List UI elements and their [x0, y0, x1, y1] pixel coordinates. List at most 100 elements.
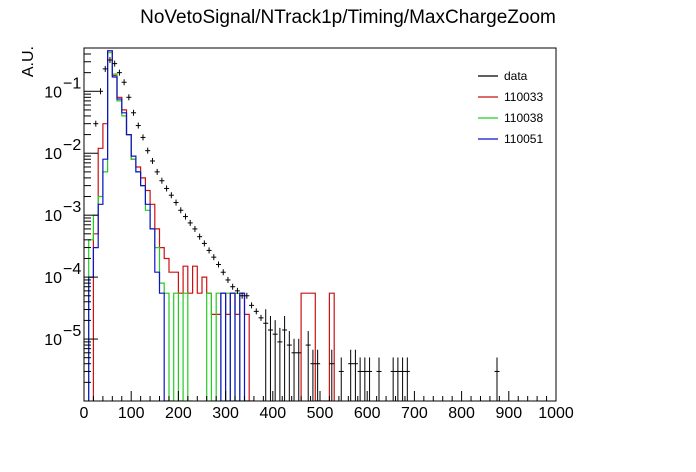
series-data	[93, 57, 500, 401]
series-110051	[88, 50, 250, 401]
data-point	[376, 357, 382, 401]
data-point	[310, 349, 316, 401]
data-point	[296, 338, 302, 401]
data-point	[149, 157, 155, 164]
data-point	[131, 109, 137, 116]
data-point	[390, 357, 396, 401]
data-point	[173, 199, 179, 206]
data-point	[494, 357, 500, 401]
plot-area	[88, 50, 500, 401]
legend-label: data	[504, 69, 528, 83]
legend-label: 110038	[504, 111, 543, 125]
data-point	[187, 219, 193, 226]
legend-item-110051: 110051	[478, 132, 543, 146]
data-point	[116, 69, 122, 76]
data-point	[277, 327, 283, 401]
data-point	[197, 233, 203, 240]
data-point	[135, 122, 141, 129]
data-point	[348, 349, 354, 401]
data-point	[395, 357, 401, 401]
data-point	[249, 302, 255, 309]
data-point	[126, 94, 132, 101]
y-tick-exponent: −4	[63, 261, 81, 278]
series-line-110051	[88, 50, 250, 401]
data-point	[329, 349, 335, 401]
data-point	[159, 177, 165, 184]
data-point	[282, 316, 288, 401]
data-point	[112, 60, 118, 67]
legend-item-data: data	[478, 69, 528, 83]
data-point	[102, 65, 108, 72]
legend-item-110033: 110033	[478, 90, 543, 104]
axes: 0 100 200 300 400 500 600 700 800 900 100010−110−2…	[44, 47, 574, 422]
data-point	[291, 338, 297, 401]
data-point	[216, 261, 222, 268]
data-point	[154, 168, 160, 175]
x-tick-label: 200	[165, 405, 192, 422]
data-point	[164, 185, 170, 192]
data-point	[234, 287, 240, 294]
plot-clip-group	[88, 50, 500, 401]
legend-item-110038: 110038	[478, 111, 543, 125]
data-point	[272, 320, 278, 401]
x-tick-label: 0	[80, 405, 89, 422]
data-point	[253, 308, 259, 315]
x-tick-label: 800	[448, 405, 475, 422]
data-point	[404, 357, 410, 401]
data-point	[352, 349, 358, 401]
data-point	[93, 120, 99, 127]
y-tick-exponent: −1	[63, 75, 81, 92]
data-point	[400, 357, 406, 401]
data-point	[206, 247, 212, 254]
data-point	[239, 292, 245, 299]
legend-label: 110051	[504, 132, 543, 146]
x-tick-label: 600	[354, 405, 381, 422]
data-point	[140, 134, 146, 141]
x-tick-label: 500	[307, 405, 334, 422]
data-point	[168, 192, 174, 199]
y-tick-exponent: −2	[63, 137, 81, 154]
data-point	[121, 79, 127, 86]
y-tick-label: 10	[44, 332, 62, 349]
data-point	[286, 331, 292, 401]
y-tick-exponent: −3	[63, 199, 81, 216]
legend-label: 110033	[504, 90, 543, 104]
data-point	[211, 254, 217, 261]
x-tick-label: 400	[259, 405, 286, 422]
data-point	[98, 88, 104, 95]
data-point	[225, 276, 231, 283]
y-tick-label: 10	[44, 146, 62, 163]
y-tick-label: 10	[44, 84, 62, 101]
legend: data 110033 110038 110051	[478, 69, 543, 146]
data-point	[201, 240, 207, 247]
y-tick-label: 10	[44, 208, 62, 225]
chart-title: NoVetoSignal/NTrack1p/Timing/MaxChargeZo…	[140, 7, 556, 28]
data-point	[107, 57, 113, 64]
x-tick-label: 100	[118, 405, 145, 422]
x-tick-label: 700	[401, 405, 428, 422]
x-tick-label: 1000	[538, 405, 574, 422]
data-point	[362, 357, 368, 401]
x-tick-label: 900	[495, 405, 522, 422]
data-point	[263, 309, 269, 401]
data-point	[258, 314, 264, 321]
data-point	[220, 269, 226, 276]
data-point	[305, 331, 311, 401]
x-tick-label: 300	[212, 405, 239, 422]
y-tick-label: 10	[44, 270, 62, 287]
data-point	[145, 147, 151, 154]
y-tick-exponent: −5	[63, 323, 81, 340]
data-point	[244, 292, 250, 299]
data-point	[182, 213, 188, 220]
data-point	[357, 357, 363, 401]
data-point	[178, 207, 184, 214]
data-point	[315, 349, 321, 401]
data-point	[192, 225, 198, 232]
data-point	[267, 316, 273, 401]
y-axis-label: A.U.	[20, 46, 37, 77]
data-point	[230, 283, 236, 290]
data-point	[367, 357, 373, 401]
data-point	[338, 357, 344, 401]
